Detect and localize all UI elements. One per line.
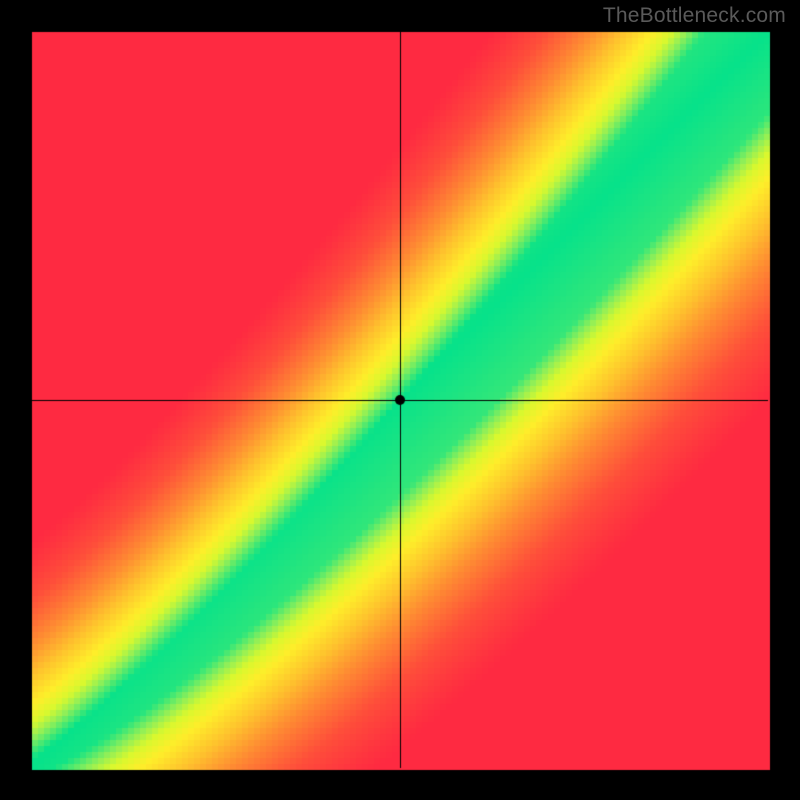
heatmap-canvas	[0, 0, 800, 800]
watermark-text: TheBottleneck.com	[603, 4, 786, 28]
bottleneck-heatmap: TheBottleneck.com	[0, 0, 800, 800]
